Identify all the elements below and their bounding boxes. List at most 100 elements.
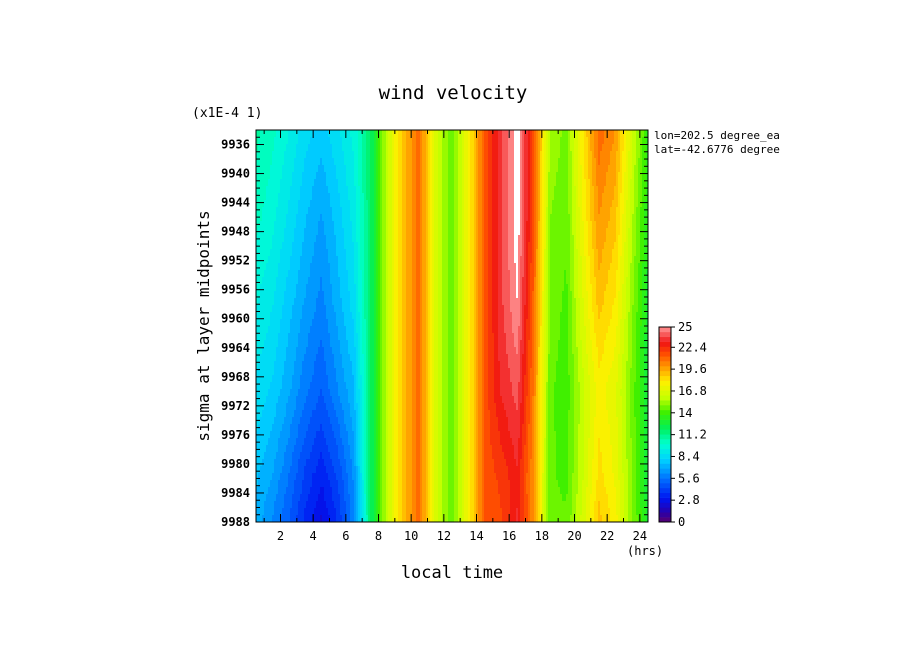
heatmap-cell (594, 172, 597, 180)
heatmap-cell (394, 165, 397, 173)
heatmap-cell (516, 270, 519, 278)
heatmap-cell (626, 228, 629, 236)
heatmap-cell (644, 270, 647, 278)
heatmap-cell (504, 214, 507, 222)
heatmap-cell (310, 249, 313, 257)
heatmap-cell (500, 270, 503, 278)
heatmap-cell (316, 130, 319, 138)
heatmap-cell (514, 277, 517, 285)
heatmap-cell (354, 151, 357, 159)
heatmap-cell (268, 186, 271, 194)
heatmap-cell (552, 228, 555, 236)
heatmap-cell (364, 193, 367, 201)
heatmap-cell (562, 179, 565, 187)
heatmap-cell (560, 151, 563, 159)
heatmap-cell (608, 165, 611, 173)
heatmap-cell (506, 277, 509, 285)
heatmap-cell (386, 228, 389, 236)
heatmap-cell (622, 228, 625, 236)
heatmap-cell (602, 151, 605, 159)
heatmap-cell (638, 165, 641, 173)
heatmap-cell (282, 214, 285, 222)
heatmap-cell (524, 137, 527, 145)
heatmap-cell (258, 256, 261, 264)
heatmap-cell (364, 137, 367, 145)
heatmap-cell (374, 179, 377, 187)
heatmap-cell (428, 221, 431, 229)
heatmap-cell (568, 165, 571, 173)
heatmap-cell (430, 249, 433, 257)
heatmap-cell (476, 228, 479, 236)
heatmap-cell (568, 137, 571, 145)
heatmap-cell (464, 179, 467, 187)
heatmap-cell (530, 165, 533, 173)
heatmap-cell (404, 200, 407, 208)
heatmap-cell (312, 270, 315, 278)
heatmap-cell (470, 291, 473, 299)
heatmap-cell (298, 256, 301, 264)
heatmap-cell (436, 228, 439, 236)
heatmap-cell (466, 242, 469, 250)
heatmap-cell (410, 284, 413, 292)
heatmap-cell (370, 207, 373, 215)
heatmap-cell (602, 165, 605, 173)
heatmap-cell (548, 263, 551, 271)
heatmap-cell (276, 305, 279, 313)
heatmap-cell (476, 235, 479, 243)
heatmap-cell (290, 249, 293, 257)
heatmap-cell (474, 284, 477, 292)
heatmap-cell (524, 235, 527, 243)
heatmap-cell (328, 186, 331, 194)
heatmap-cell (416, 179, 419, 187)
heatmap-cell (332, 144, 335, 152)
heatmap-cell (620, 291, 623, 299)
heatmap-cell (392, 207, 395, 215)
heatmap-cell (314, 179, 317, 187)
heatmap-cell (636, 263, 639, 271)
heatmap-cell (534, 151, 537, 159)
heatmap-cell (628, 235, 631, 243)
heatmap-cell (474, 277, 477, 285)
heatmap-cell (616, 249, 619, 257)
heatmap-cell (524, 277, 527, 285)
heatmap-cell (636, 284, 639, 292)
heatmap-cell (362, 242, 365, 250)
heatmap-cell (410, 144, 413, 152)
heatmap-cell (382, 151, 385, 159)
heatmap-cell (642, 172, 645, 180)
heatmap-cell (296, 291, 299, 299)
heatmap-cell (336, 305, 339, 313)
heatmap-cell (468, 249, 471, 257)
heatmap-cell (492, 144, 495, 152)
heatmap-cell (638, 221, 641, 229)
heatmap-cell (404, 221, 407, 229)
heatmap-cell (270, 200, 273, 208)
heatmap-cell (590, 137, 593, 145)
heatmap-cell (494, 158, 497, 166)
heatmap-cell (616, 291, 619, 299)
heatmap-cell (342, 179, 345, 187)
heatmap-cell (346, 284, 349, 292)
heatmap-cell (562, 151, 565, 159)
heatmap-cell (338, 235, 341, 243)
heatmap-cell (376, 158, 379, 166)
heatmap-cell (446, 228, 449, 236)
heatmap-cell (256, 165, 259, 173)
heatmap-cell (292, 200, 295, 208)
heatmap-cell (308, 179, 311, 187)
heatmap-cell (304, 242, 307, 250)
heatmap-cell (546, 277, 549, 285)
heatmap-cell (334, 291, 337, 299)
heatmap-cell (402, 270, 405, 278)
heatmap-cell (630, 214, 633, 222)
heatmap-cell (516, 151, 519, 159)
heatmap-cell (518, 242, 521, 250)
heatmap-cell (462, 284, 465, 292)
heatmap-cell (320, 235, 323, 243)
heatmap-cell (404, 284, 407, 292)
heatmap-cell (638, 249, 641, 257)
heatmap-cell (402, 165, 405, 173)
heatmap-cell (418, 137, 421, 145)
heatmap-cell (504, 165, 507, 173)
heatmap-cell (434, 305, 437, 313)
